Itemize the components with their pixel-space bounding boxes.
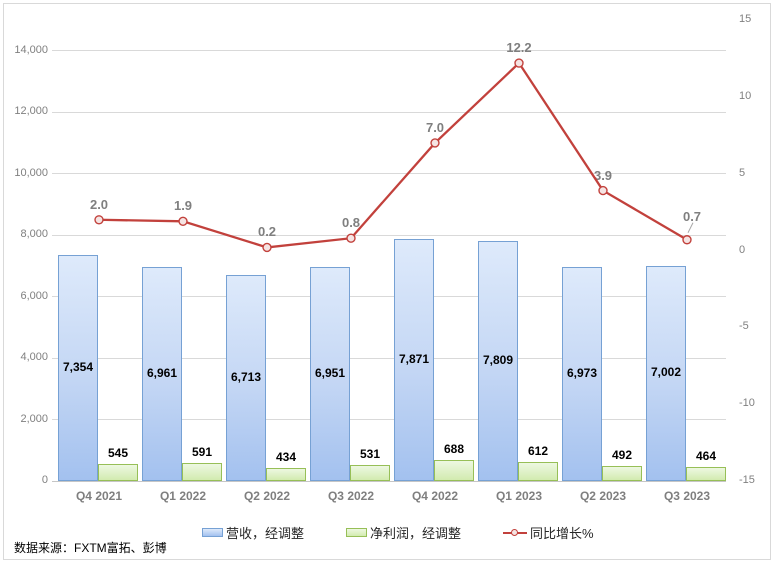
net-profit-bar-label: 688 bbox=[443, 441, 465, 456]
net-profit-bar-label: 464 bbox=[695, 448, 717, 463]
gridline bbox=[52, 419, 726, 421]
legend-label-growth: 同比增长% bbox=[530, 525, 594, 541]
net-profit-bar bbox=[98, 464, 138, 481]
net-profit-bar bbox=[518, 462, 558, 481]
net-profit-bar bbox=[686, 466, 726, 481]
y-axis-left-tick: 2,000 bbox=[20, 412, 48, 425]
revenue-bar-label: 7,002 bbox=[650, 365, 682, 380]
revenue-bar-label: 7,809 bbox=[482, 353, 514, 367]
y-axis-left-tick: 10,000 bbox=[14, 166, 48, 179]
y-axis-right-tick: 0 bbox=[739, 243, 746, 256]
growth-line-label: 7.0 bbox=[425, 119, 445, 135]
revenue-bar-label: 7,871 bbox=[398, 352, 430, 367]
legend-item-net-profit: 净利润，经调整 bbox=[346, 523, 461, 542]
growth-line-label: 0.7 bbox=[682, 208, 702, 224]
x-axis-category-label: Q1 2023 bbox=[495, 489, 543, 503]
net-profit-bar-label: 434 bbox=[275, 449, 297, 464]
y-axis-right-tick: 15 bbox=[739, 13, 752, 25]
growth-line-label: 1.9 bbox=[173, 198, 193, 214]
legend-label-net-profit: 净利润，经调整 bbox=[370, 525, 462, 541]
net-profit-bar-label: 531 bbox=[359, 446, 381, 461]
x-axis-category-label: Q4 2022 bbox=[411, 489, 459, 503]
growth-line-label: 2.0 bbox=[89, 196, 109, 212]
net-profit-bar-label: 492 bbox=[611, 447, 633, 462]
x-axis-line bbox=[52, 481, 726, 482]
y-axis-left-tick: 4,000 bbox=[20, 351, 48, 364]
y-axis-left-tick: 0 bbox=[41, 474, 48, 486]
revenue-bar bbox=[562, 266, 602, 481]
gridline bbox=[52, 111, 726, 113]
legend-label-revenue: 营收，经调整 bbox=[226, 525, 305, 541]
y-axis-left-tick: 14,000 bbox=[14, 43, 48, 56]
chart-frame bbox=[3, 3, 771, 560]
revenue-bar bbox=[58, 254, 98, 481]
revenue-bar-label: 6,961 bbox=[146, 366, 178, 381]
revenue-bar bbox=[226, 274, 266, 481]
revenue-bar-label: 7,354 bbox=[62, 359, 94, 374]
y-axis-right-tick: -5 bbox=[739, 320, 749, 333]
revenue-bar-label: 6,973 bbox=[566, 365, 598, 380]
x-axis-category-label: Q2 2022 bbox=[243, 489, 291, 503]
gridline bbox=[52, 357, 726, 359]
legend-item-revenue: 营收，经调整 bbox=[202, 523, 304, 542]
legend: 营收，经调整 净利润，经调整 同比增长% bbox=[202, 523, 594, 542]
y-axis-left-tick: 12,000 bbox=[14, 105, 48, 118]
gridline bbox=[52, 173, 726, 175]
x-axis-category-label: Q3 2022 bbox=[327, 489, 375, 503]
revenue-bar-label: 6,713 bbox=[230, 369, 262, 384]
net-profit-bar-label: 612 bbox=[527, 444, 549, 459]
net-profit-bar bbox=[182, 462, 222, 481]
revenue-bar bbox=[142, 267, 182, 481]
net-profit-bar bbox=[350, 464, 390, 481]
net-profit-bar bbox=[266, 467, 306, 481]
revenue-bar bbox=[646, 265, 686, 481]
revenue-bar-label: 6,951 bbox=[314, 366, 346, 381]
gridline bbox=[52, 50, 726, 52]
net-profit-bar bbox=[434, 459, 474, 481]
growth-line-label: 12.2 bbox=[506, 40, 532, 56]
x-axis-category-label: Q4 2021 bbox=[75, 489, 123, 503]
y-axis-right-tick: 10 bbox=[739, 89, 752, 102]
legend-swatch-net-profit bbox=[346, 527, 368, 537]
growth-line-label: 3.9 bbox=[593, 167, 613, 183]
net-profit-bar bbox=[602, 465, 642, 481]
y-axis-left-tick: 6,000 bbox=[20, 289, 48, 302]
gridline bbox=[52, 234, 726, 236]
revenue-bar bbox=[394, 239, 434, 481]
legend-swatch-revenue bbox=[202, 527, 223, 537]
y-axis-right-tick: -15 bbox=[739, 474, 755, 486]
growth-line-label: 0.8 bbox=[341, 215, 361, 231]
net-profit-bar-label: 591 bbox=[191, 444, 213, 459]
legend-item-growth: 同比增长% bbox=[503, 523, 594, 542]
x-axis-category-label: Q1 2022 bbox=[159, 489, 207, 503]
y-axis-right-tick: 5 bbox=[739, 166, 746, 179]
net-profit-bar-label: 545 bbox=[107, 446, 129, 461]
x-axis-category-label: Q2 2023 bbox=[579, 489, 627, 503]
gridline bbox=[52, 296, 726, 298]
legend-swatch-growth bbox=[503, 528, 528, 537]
revenue-bar bbox=[478, 241, 518, 481]
y-axis-right-tick: -10 bbox=[739, 397, 755, 410]
y-axis-left-tick: 8,000 bbox=[20, 228, 48, 241]
source-note: 数据来源：FXTM富拓、彭博 bbox=[14, 541, 167, 555]
x-axis-category-label: Q3 2023 bbox=[663, 489, 711, 503]
revenue-bar bbox=[310, 267, 350, 481]
growth-line-label: 0.2 bbox=[257, 224, 277, 240]
